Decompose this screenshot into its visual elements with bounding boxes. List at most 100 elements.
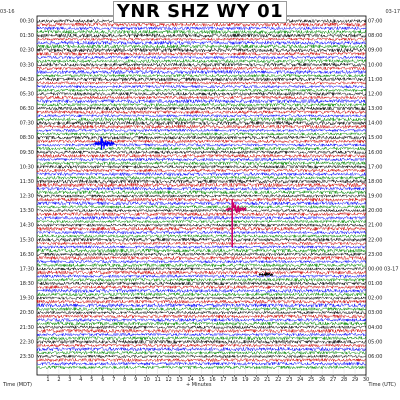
trace-line — [36, 332, 367, 337]
left-axis-label: Time (MDT) — [3, 382, 32, 388]
trace-line — [36, 208, 367, 213]
right-time-label: 22:00 — [368, 237, 382, 243]
right-time-label: 20:00 — [368, 208, 382, 214]
right-time-label: 06:00 — [368, 354, 382, 360]
trace-line — [36, 226, 367, 232]
x-tick-label: 6 — [101, 377, 104, 383]
left-date-label: 03-16 — [0, 9, 15, 15]
trace-line — [36, 58, 367, 64]
right-time-label: 09:00 — [368, 48, 382, 54]
right-time-label: 16:00 — [368, 150, 382, 156]
trace-line — [36, 262, 367, 268]
trace-line — [36, 324, 367, 330]
right-time-label: 05:00 — [368, 339, 382, 345]
trace-line — [36, 291, 367, 297]
trace-line — [36, 131, 367, 137]
trace-line — [36, 277, 367, 283]
trace-line — [36, 241, 367, 246]
trace-line — [36, 281, 367, 286]
trace-line — [36, 313, 367, 319]
left-time-label: 01:30 — [20, 33, 34, 39]
trace-line — [36, 43, 367, 50]
trace-line — [36, 32, 367, 39]
x-tick-label: 13 — [176, 377, 182, 383]
trace-line — [36, 171, 367, 177]
trace-line — [36, 328, 367, 334]
right-time-label: 19:00 — [368, 194, 382, 200]
trace-line — [36, 80, 367, 86]
right-time-label: 14:00 — [368, 121, 382, 127]
trace-line — [36, 237, 367, 243]
trace-line — [36, 339, 367, 345]
right-time-label: 04:00 — [368, 325, 382, 331]
right-time-label: 08:00 — [368, 33, 382, 39]
trace-line — [36, 135, 367, 141]
right-time-label: 00:00 03-17 — [368, 266, 399, 272]
left-time-label: 05:30 — [20, 91, 34, 97]
trace-line — [36, 310, 367, 315]
chart-title: YNR SHZ WY 01 — [113, 1, 287, 23]
trace-line — [36, 186, 367, 192]
trace-line — [36, 247, 367, 254]
trace-line — [36, 365, 367, 370]
left-time-label: 11:30 — [20, 179, 34, 185]
x-tick-label: 22 — [275, 377, 281, 383]
trace-line — [36, 259, 367, 264]
trace-line — [36, 175, 367, 181]
trace-line — [36, 223, 367, 228]
trace-line — [36, 357, 367, 363]
left-time-label: 15:30 — [20, 237, 34, 243]
left-time-label: 17:30 — [20, 266, 34, 272]
left-time-label: 14:30 — [20, 223, 34, 229]
trace-line — [36, 139, 367, 144]
trace-line — [36, 142, 367, 148]
left-time-label: 00:30 — [20, 19, 34, 25]
x-tick-label: 29 — [352, 377, 358, 383]
seismic-traces — [36, 18, 367, 370]
trace-line — [36, 233, 367, 239]
trace-line — [36, 178, 367, 185]
right-time-label: 12:00 — [368, 91, 382, 97]
trace-line — [36, 346, 367, 352]
trace-line — [36, 343, 367, 348]
left-time-label: 07:30 — [20, 121, 34, 127]
x-tick-label: 21 — [264, 377, 270, 383]
trace-line — [36, 197, 367, 203]
seismic-events — [94, 137, 274, 277]
trace-line — [36, 62, 367, 68]
x-tick-label: 15 — [198, 377, 204, 383]
x-tick-label: 5 — [90, 377, 93, 383]
event-mark-1 — [94, 137, 115, 150]
trace-line — [36, 66, 367, 71]
left-time-label: 09:30 — [20, 150, 34, 156]
trace-line — [36, 299, 367, 305]
event-mark-2 — [225, 202, 247, 214]
trace-line — [36, 200, 367, 206]
x-tick-labels: 1 2 3 4 5 6 7 8 9 10 11 12 13 14 15 16 17 18 19 20 21 22 23 24 2… — [46, 375, 369, 383]
trace-line — [36, 37, 367, 42]
left-time-label: 22:30 — [20, 339, 34, 345]
right-time-label: 17:00 — [368, 164, 382, 170]
right-time-label: 15:00 — [368, 135, 382, 141]
trace-line — [36, 230, 367, 235]
trace-line — [36, 51, 367, 57]
trace-line — [36, 160, 367, 166]
trace-line — [36, 102, 367, 108]
left-time-label: 04:30 — [20, 77, 34, 83]
trace-line — [36, 211, 367, 217]
left-time-label: 16:30 — [20, 252, 34, 258]
trace-line — [36, 69, 367, 75]
trace-line — [36, 128, 367, 133]
x-tick-label: 1 — [46, 377, 49, 383]
x-tick-label: 12 — [165, 377, 171, 383]
trace-line — [36, 252, 367, 257]
right-time-label: 07:00 — [368, 19, 382, 25]
x-tick-label: 14 — [187, 377, 193, 383]
trace-line — [36, 124, 367, 130]
trace-line — [36, 84, 367, 89]
x-tick-label: 3 — [68, 377, 71, 383]
trace-line — [36, 146, 367, 151]
trace-line — [36, 105, 367, 111]
x-tick-label: 26 — [319, 377, 325, 383]
trace-line — [36, 219, 367, 224]
